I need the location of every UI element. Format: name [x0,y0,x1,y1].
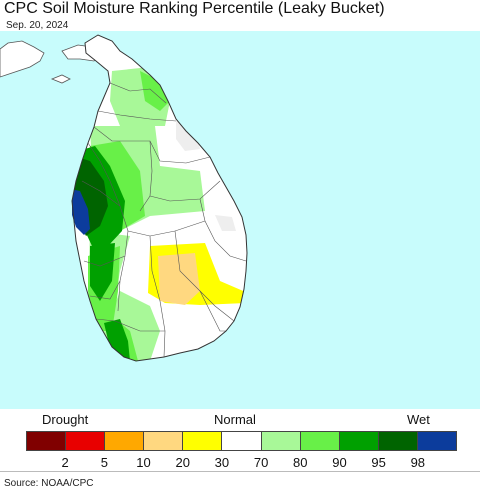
legend-swatch [300,432,340,450]
legend-tick-label: 2 [61,455,69,470]
legend-swatch [27,432,67,450]
zone-20-uva [158,253,200,305]
legend-tick-label: 20 [175,455,190,470]
legend-tick-label: 5 [100,455,108,470]
legend-swatch [105,432,145,450]
legend-drought-label: Drought [42,412,89,427]
legend-swatch [66,432,106,450]
zone-95-southwest [90,243,115,301]
legend-swatch [417,432,457,450]
legend-tick-label: 30 [214,455,230,470]
india-coast [0,40,45,78]
legend-tick-label: 80 [293,455,308,470]
map-date: Sep. 20, 2024 [6,20,69,31]
footer-divider [0,471,480,472]
legend-swatch [339,432,379,450]
sri-lanka-map [0,34,248,362]
legend-tick-label: 10 [136,455,151,470]
legend-swatch [222,432,262,450]
legend-swatch [183,432,223,450]
legend-swatch [144,432,184,450]
map-title: CPC Soil Moisture Ranking Percentile (Le… [4,0,385,17]
legend-normal-label: Normal [214,412,256,427]
legend-wet-label: Wet [407,412,430,427]
legend-tick-label: 70 [253,455,269,470]
legend-tick-label: 90 [332,455,347,470]
zone-normal-east [176,121,200,151]
zone-wet-coast [72,189,90,235]
district-borders [81,82,247,358]
island-outline [71,34,248,362]
map-panel [0,31,480,409]
legend-tick-label: 95 [371,455,386,470]
legend-swatch [261,432,301,450]
legend-color-bar [26,431,457,451]
legend-swatch [378,432,418,450]
zone-90-north [140,71,170,111]
source-note: Source: NOAA/CPC [4,478,94,489]
legend-tick-label: 98 [410,455,426,470]
zone-normal-east2 [215,215,236,231]
mannar-island [50,74,71,84]
